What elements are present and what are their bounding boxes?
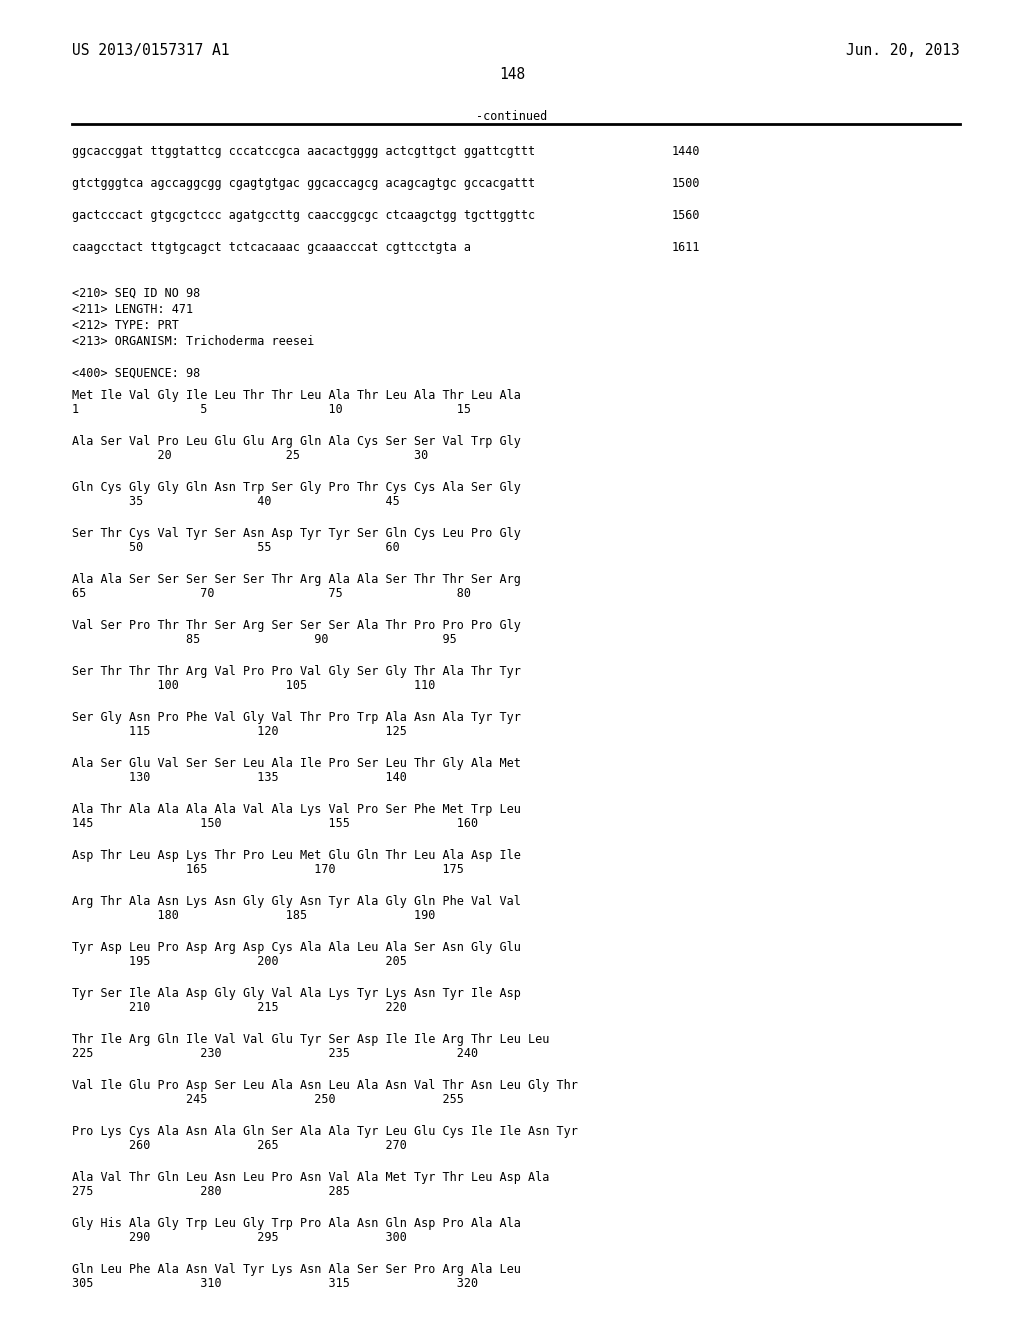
Text: <400> SEQUENCE: 98: <400> SEQUENCE: 98 bbox=[72, 367, 201, 380]
Text: Ala Ala Ser Ser Ser Ser Ser Thr Arg Ala Ala Ser Thr Thr Ser Arg: Ala Ala Ser Ser Ser Ser Ser Thr Arg Ala … bbox=[72, 573, 521, 586]
Text: 305               310               315               320: 305 310 315 320 bbox=[72, 1276, 478, 1290]
Text: Thr Ile Arg Gln Ile Val Val Glu Tyr Ser Asp Ile Ile Arg Thr Leu Leu: Thr Ile Arg Gln Ile Val Val Glu Tyr Ser … bbox=[72, 1034, 549, 1045]
Text: <210> SEQ ID NO 98: <210> SEQ ID NO 98 bbox=[72, 286, 201, 300]
Text: US 2013/0157317 A1: US 2013/0157317 A1 bbox=[72, 44, 229, 58]
Text: Asp Thr Leu Asp Lys Thr Pro Leu Met Glu Gln Thr Leu Ala Asp Ile: Asp Thr Leu Asp Lys Thr Pro Leu Met Glu … bbox=[72, 849, 521, 862]
Text: Tyr Asp Leu Pro Asp Arg Asp Cys Ala Ala Leu Ala Ser Asn Gly Glu: Tyr Asp Leu Pro Asp Arg Asp Cys Ala Ala … bbox=[72, 941, 521, 954]
Text: <212> TYPE: PRT: <212> TYPE: PRT bbox=[72, 319, 179, 333]
Text: 1560: 1560 bbox=[672, 209, 700, 222]
Text: 115               120               125: 115 120 125 bbox=[72, 725, 407, 738]
Text: caagcctact ttgtgcagct tctcacaaac gcaaacccat cgttcctgta a: caagcctact ttgtgcagct tctcacaaac gcaaacc… bbox=[72, 242, 471, 253]
Text: Ser Thr Thr Thr Arg Val Pro Pro Val Gly Ser Gly Thr Ala Thr Tyr: Ser Thr Thr Thr Arg Val Pro Pro Val Gly … bbox=[72, 665, 521, 678]
Text: 1500: 1500 bbox=[672, 177, 700, 190]
Text: 85                90                95: 85 90 95 bbox=[72, 634, 457, 645]
Text: 290               295               300: 290 295 300 bbox=[72, 1232, 407, 1243]
Text: Pro Lys Cys Ala Asn Ala Gln Ser Ala Ala Tyr Leu Glu Cys Ile Ile Asn Tyr: Pro Lys Cys Ala Asn Ala Gln Ser Ala Ala … bbox=[72, 1125, 578, 1138]
Text: 245               250               255: 245 250 255 bbox=[72, 1093, 464, 1106]
Text: 225               230               235               240: 225 230 235 240 bbox=[72, 1047, 478, 1060]
Text: 50                55                60: 50 55 60 bbox=[72, 541, 399, 554]
Text: Met Ile Val Gly Ile Leu Thr Thr Leu Ala Thr Leu Ala Thr Leu Ala: Met Ile Val Gly Ile Leu Thr Thr Leu Ala … bbox=[72, 389, 521, 403]
Text: Ala Ser Glu Val Ser Ser Leu Ala Ile Pro Ser Leu Thr Gly Ala Met: Ala Ser Glu Val Ser Ser Leu Ala Ile Pro … bbox=[72, 756, 521, 770]
Text: Gln Cys Gly Gly Gln Asn Trp Ser Gly Pro Thr Cys Cys Ala Ser Gly: Gln Cys Gly Gly Gln Asn Trp Ser Gly Pro … bbox=[72, 480, 521, 494]
Text: Gly His Ala Gly Trp Leu Gly Trp Pro Ala Asn Gln Asp Pro Ala Ala: Gly His Ala Gly Trp Leu Gly Trp Pro Ala … bbox=[72, 1217, 521, 1230]
Text: Ser Thr Cys Val Tyr Ser Asn Asp Tyr Tyr Ser Gln Cys Leu Pro Gly: Ser Thr Cys Val Tyr Ser Asn Asp Tyr Tyr … bbox=[72, 527, 521, 540]
Text: 180               185               190: 180 185 190 bbox=[72, 909, 435, 921]
Text: 65                70                75                80: 65 70 75 80 bbox=[72, 587, 471, 601]
Text: 165               170               175: 165 170 175 bbox=[72, 863, 464, 876]
Text: <211> LENGTH: 471: <211> LENGTH: 471 bbox=[72, 304, 194, 315]
Text: Ala Ser Val Pro Leu Glu Glu Arg Gln Ala Cys Ser Ser Val Trp Gly: Ala Ser Val Pro Leu Glu Glu Arg Gln Ala … bbox=[72, 436, 521, 447]
Text: 100               105               110: 100 105 110 bbox=[72, 678, 435, 692]
Text: Gln Leu Phe Ala Asn Val Tyr Lys Asn Ala Ser Ser Pro Arg Ala Leu: Gln Leu Phe Ala Asn Val Tyr Lys Asn Ala … bbox=[72, 1263, 521, 1276]
Text: 35                40                45: 35 40 45 bbox=[72, 495, 399, 508]
Text: 195               200               205: 195 200 205 bbox=[72, 954, 407, 968]
Text: -continued: -continued bbox=[476, 110, 548, 123]
Text: 1440: 1440 bbox=[672, 145, 700, 158]
Text: Ser Gly Asn Pro Phe Val Gly Val Thr Pro Trp Ala Asn Ala Tyr Tyr: Ser Gly Asn Pro Phe Val Gly Val Thr Pro … bbox=[72, 711, 521, 723]
Text: Jun. 20, 2013: Jun. 20, 2013 bbox=[846, 44, 961, 58]
Text: 260               265               270: 260 265 270 bbox=[72, 1139, 407, 1152]
Text: Ala Thr Ala Ala Ala Ala Val Ala Lys Val Pro Ser Phe Met Trp Leu: Ala Thr Ala Ala Ala Ala Val Ala Lys Val … bbox=[72, 803, 521, 816]
Text: Tyr Ser Ile Ala Asp Gly Gly Val Ala Lys Tyr Lys Asn Tyr Ile Asp: Tyr Ser Ile Ala Asp Gly Gly Val Ala Lys … bbox=[72, 987, 521, 1001]
Text: Val Ile Glu Pro Asp Ser Leu Ala Asn Leu Ala Asn Val Thr Asn Leu Gly Thr: Val Ile Glu Pro Asp Ser Leu Ala Asn Leu … bbox=[72, 1078, 578, 1092]
Text: Ala Val Thr Gln Leu Asn Leu Pro Asn Val Ala Met Tyr Thr Leu Asp Ala: Ala Val Thr Gln Leu Asn Leu Pro Asn Val … bbox=[72, 1171, 549, 1184]
Text: 1611: 1611 bbox=[672, 242, 700, 253]
Text: gactcccact gtgcgctccc agatgccttg caaccggcgc ctcaagctgg tgcttggttc: gactcccact gtgcgctccc agatgccttg caaccgg… bbox=[72, 209, 536, 222]
Text: gtctgggtca agccaggcgg cgagtgtgac ggcaccagcg acagcagtgc gccacgattt: gtctgggtca agccaggcgg cgagtgtgac ggcacca… bbox=[72, 177, 536, 190]
Text: 148: 148 bbox=[499, 67, 525, 82]
Text: 210               215               220: 210 215 220 bbox=[72, 1001, 407, 1014]
Text: 275               280               285: 275 280 285 bbox=[72, 1185, 350, 1199]
Text: Val Ser Pro Thr Thr Ser Arg Ser Ser Ser Ala Thr Pro Pro Pro Gly: Val Ser Pro Thr Thr Ser Arg Ser Ser Ser … bbox=[72, 619, 521, 632]
Text: <213> ORGANISM: Trichoderma reesei: <213> ORGANISM: Trichoderma reesei bbox=[72, 335, 314, 348]
Text: 145               150               155               160: 145 150 155 160 bbox=[72, 817, 478, 830]
Text: ggcaccggat ttggtattcg cccatccgca aacactgggg actcgttgct ggattcgttt: ggcaccggat ttggtattcg cccatccgca aacactg… bbox=[72, 145, 536, 158]
Text: 20                25                30: 20 25 30 bbox=[72, 449, 428, 462]
Text: Arg Thr Ala Asn Lys Asn Gly Gly Asn Tyr Ala Gly Gln Phe Val Val: Arg Thr Ala Asn Lys Asn Gly Gly Asn Tyr … bbox=[72, 895, 521, 908]
Text: 1                 5                 10                15: 1 5 10 15 bbox=[72, 403, 471, 416]
Text: 130               135               140: 130 135 140 bbox=[72, 771, 407, 784]
